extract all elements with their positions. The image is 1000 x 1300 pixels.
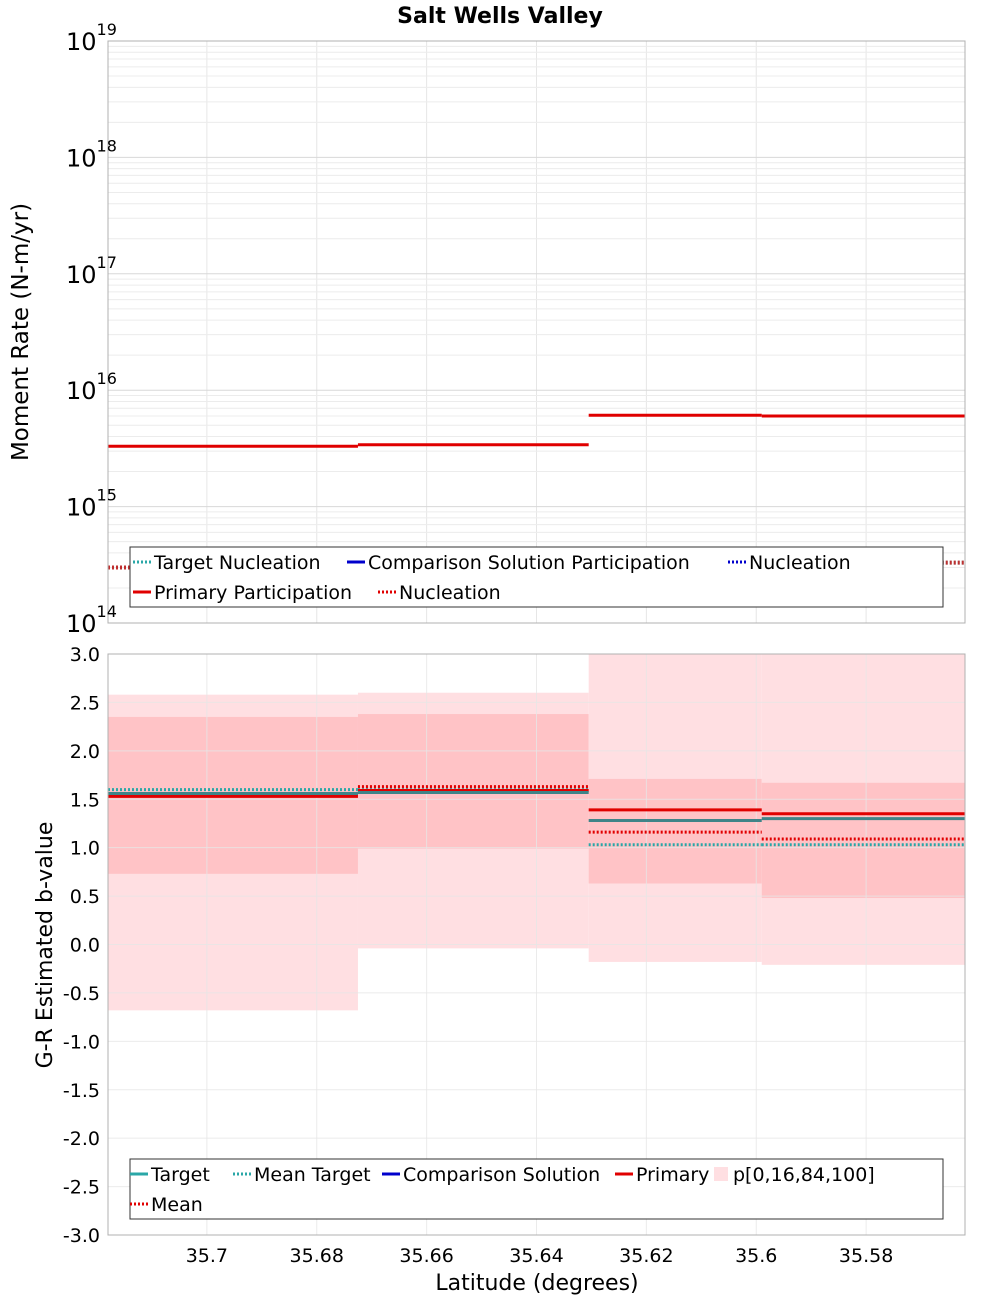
top-legend: Target Nucleation Comparison Solution Par… bbox=[129, 546, 944, 608]
legend-box bbox=[129, 546, 944, 608]
legend-label: Comparison Solution Participation bbox=[368, 552, 690, 574]
legend-label: p[0,16,84,100] bbox=[733, 1164, 875, 1186]
x-tick-labels: 35.7 35.68 35.66 35.64 35.62 35.6 35.58 bbox=[186, 1245, 894, 1267]
legend-label: Nucleation bbox=[749, 552, 851, 574]
top-y-tick-label: 1017 bbox=[66, 253, 117, 289]
legend-box bbox=[129, 1158, 944, 1220]
bottom-y-tick-label: 0.5 bbox=[70, 886, 100, 908]
top-y-tick-label: 1016 bbox=[66, 369, 117, 405]
legend-label: Mean Target bbox=[254, 1164, 371, 1186]
bottom-y-tick-label: -1.0 bbox=[63, 1031, 100, 1053]
bottom-y-tick-label: -1.5 bbox=[63, 1080, 100, 1102]
legend-label: Target Nucleation bbox=[153, 552, 321, 574]
legend-label: Target bbox=[150, 1164, 210, 1186]
top-plot-frame bbox=[107, 40, 966, 624]
legend-label: Primary bbox=[636, 1164, 709, 1186]
bottom-y-tick-label: -2.5 bbox=[63, 1177, 100, 1199]
b-value-panel: -3.0 -2.5 -2.0 -1.5 -1.0 -0.5 0.0 0.5 1.0 1.5 2.0 2… bbox=[33, 644, 966, 1296]
bottom-y-tick-label: 1.5 bbox=[70, 789, 100, 811]
chart-title: Salt Wells Valley bbox=[397, 4, 603, 29]
x-tick-label: 35.64 bbox=[509, 1245, 563, 1267]
x-tick-label: 35.66 bbox=[399, 1245, 453, 1267]
legend-swatch bbox=[714, 1167, 728, 1181]
top-y-tick-label: 1014 bbox=[66, 602, 117, 638]
moment-rate-panel: 1014 1015 1016 1017 1018 1019 Moment Rate (N-… bbox=[8, 20, 966, 638]
bottom-plot-frame bbox=[107, 653, 966, 1236]
bottom-y-tick-label: 3.0 bbox=[70, 644, 100, 666]
bottom-y-tick-label: 0.0 bbox=[70, 935, 100, 957]
bottom-y-tick-label: -2.0 bbox=[63, 1128, 100, 1150]
bottom-y-axis-label: G-R Estimated b-value bbox=[33, 822, 58, 1069]
bottom-y-tick-label: 2.5 bbox=[70, 692, 100, 714]
legend-label: Nucleation bbox=[399, 582, 501, 604]
x-tick-label: 35.7 bbox=[186, 1245, 228, 1267]
bottom-y-tick-label: 2.0 bbox=[70, 741, 100, 763]
percentile-band-inner bbox=[357, 714, 589, 849]
bottom-series bbox=[108, 785, 965, 847]
x-tick-label: 35.6 bbox=[735, 1245, 777, 1267]
top-grid bbox=[108, 41, 965, 624]
bottom-y-tick-labels: -3.0 -2.5 -2.0 -1.5 -1.0 -0.5 0.0 0.5 1.0 1.5 2.0 2… bbox=[63, 644, 100, 1247]
legend-label: Comparison Solution bbox=[403, 1164, 600, 1186]
legend-label: Primary Participation bbox=[154, 582, 352, 604]
top-y-tick-label: 1019 bbox=[66, 20, 117, 56]
legend-label: Mean bbox=[151, 1194, 203, 1216]
top-y-axis-label: Moment Rate (N-m/yr) bbox=[8, 203, 34, 461]
x-tick-label: 35.62 bbox=[619, 1245, 673, 1267]
top-y-tick-label: 1015 bbox=[66, 486, 117, 522]
bottom-y-tick-label: 1.0 bbox=[70, 838, 100, 860]
bottom-y-tick-label: -0.5 bbox=[63, 983, 100, 1005]
bottom-y-tick-label: -3.0 bbox=[63, 1225, 100, 1247]
top-y-tick-labels: 1014 1015 1016 1017 1018 1019 bbox=[66, 20, 117, 638]
x-tick-label: 35.58 bbox=[839, 1245, 893, 1267]
x-tick-label: 35.68 bbox=[290, 1245, 344, 1267]
bottom-legend: Target Mean Target Comparison Solution Prim… bbox=[129, 1158, 944, 1220]
top-y-tick-label: 1018 bbox=[66, 136, 117, 172]
x-axis-label: Latitude (degrees) bbox=[435, 1271, 638, 1296]
